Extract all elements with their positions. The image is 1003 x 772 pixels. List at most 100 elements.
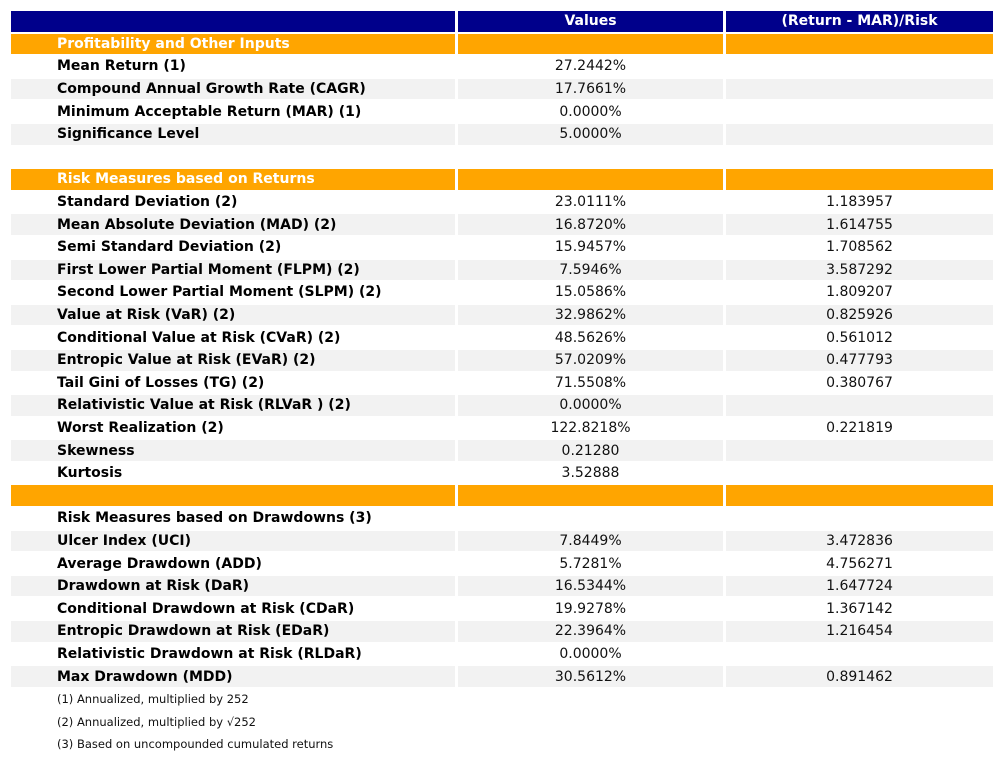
table-row: Relativistic Value at Risk (RLVaR ) (2) … bbox=[11, 395, 993, 418]
column-header-return-mar-risk: (Return - MAR)/Risk bbox=[726, 11, 993, 32]
table-row: Significance Level 5.0000% bbox=[11, 123, 993, 147]
section-values-cell bbox=[458, 33, 723, 55]
table-row: Standard Deviation (2) 23.0111% 1.183957 bbox=[11, 192, 993, 215]
row-value: 19.9278% bbox=[554, 600, 627, 617]
row-ratio: 1.647724 bbox=[726, 575, 993, 597]
row-ratio: 1.809207 bbox=[826, 284, 893, 301]
table-row: Kurtosis 3.52888 bbox=[11, 463, 993, 486]
row-ratio: 1.367142 bbox=[826, 600, 893, 617]
row-ratio: 0.561012 bbox=[826, 329, 893, 346]
section-title: Profitability and Other Inputs bbox=[11, 33, 455, 55]
row-ratio bbox=[726, 463, 993, 484]
row-label: Conditional Drawdown at Risk (CDaR) bbox=[57, 600, 355, 617]
table-row: Minimum Acceptable Return (MAR) (1) 0.00… bbox=[11, 101, 993, 124]
footnote-row: (3) Based on uncompounded cumulated retu… bbox=[11, 734, 993, 757]
row-label: Value at Risk (VaR) (2) bbox=[11, 304, 455, 326]
row-label: Mean Return (1) bbox=[57, 58, 186, 75]
table-row: Tail Gini of Losses (TG) (2) 71.5508% 0.… bbox=[11, 373, 993, 396]
table-row: Compound Annual Growth Rate (CAGR) 17.76… bbox=[11, 78, 993, 102]
row-value: 48.5626% bbox=[554, 329, 627, 346]
row-ratio: 1.614755 bbox=[726, 214, 993, 235]
table-row: Relativistic Drawdown at Risk (RLDaR) 0.… bbox=[11, 644, 993, 667]
row-label: Conditional Value at Risk (CVaR) (2) bbox=[57, 329, 341, 346]
table-row: Mean Absolute Deviation (MAD) (2) 16.872… bbox=[11, 214, 993, 237]
row-ratio bbox=[726, 56, 993, 77]
section-row-empty bbox=[11, 485, 993, 508]
row-value: 30.5612% bbox=[458, 666, 723, 687]
row-label: Kurtosis bbox=[57, 465, 123, 482]
table-row: Entropic Value at Risk (EVaR) (2) 57.020… bbox=[11, 349, 993, 373]
row-value: 7.5946% bbox=[458, 259, 723, 281]
row-value: 16.8720% bbox=[458, 214, 723, 235]
row-label: Entropic Value at Risk (EVaR) (2) bbox=[11, 349, 455, 371]
table-row: Drawdown at Risk (DaR) 16.5344% 1.647724 bbox=[11, 575, 993, 599]
row-label: Tail Gini of Losses (TG) (2) bbox=[57, 374, 265, 391]
row-label: Relativistic Drawdown at Risk (RLDaR) bbox=[57, 645, 362, 662]
section-values-cell bbox=[458, 485, 723, 507]
row-ratio: 0.825926 bbox=[726, 304, 993, 326]
row-ratio: 0.891462 bbox=[726, 666, 993, 687]
table-row: First Lower Partial Moment (FLPM) (2) 7.… bbox=[11, 259, 993, 283]
row-ratio bbox=[726, 644, 993, 665]
row-value: 0.0000% bbox=[458, 395, 723, 416]
row-label: Significance Level bbox=[11, 123, 455, 145]
row-value: 27.2442% bbox=[554, 58, 627, 75]
row-ratio: 1.216454 bbox=[726, 621, 993, 642]
row-label: Relativistic Value at Risk (RLVaR ) (2) bbox=[11, 395, 455, 416]
row-label: Ulcer Index (UCI) bbox=[11, 530, 455, 552]
row-ratio bbox=[726, 440, 993, 461]
row-ratio bbox=[726, 78, 993, 100]
section-ratio-cell bbox=[726, 33, 993, 55]
row-value: 15.0586% bbox=[554, 284, 627, 301]
section-title bbox=[11, 485, 455, 507]
table-header-row: Values (Return - MAR)/Risk bbox=[11, 11, 993, 34]
footnote-row: (1) Annualized, multiplied by 252 bbox=[11, 689, 993, 712]
row-ratio bbox=[726, 395, 993, 416]
row-value: 0.21280 bbox=[458, 440, 723, 461]
table-row: Max Drawdown (MDD) 30.5612% 0.891462 bbox=[11, 666, 993, 689]
row-value: 7.8449% bbox=[458, 530, 723, 552]
row-value: 0.0000% bbox=[559, 645, 622, 662]
table-row: Semi Standard Deviation (2) 15.9457% 1.7… bbox=[11, 237, 993, 260]
row-value: 22.3964% bbox=[458, 621, 723, 642]
row-value: 5.0000% bbox=[458, 123, 723, 145]
footnote-3: (3) Based on uncompounded cumulated retu… bbox=[57, 737, 334, 752]
row-value: 15.9457% bbox=[554, 239, 627, 256]
row-value: 23.0111% bbox=[554, 194, 627, 211]
row-label: First Lower Partial Moment (FLPM) (2) bbox=[11, 259, 455, 281]
subheader-title: Risk Measures based on Drawdowns (3) bbox=[57, 510, 372, 527]
section-row-returns: Risk Measures based on Returns bbox=[11, 169, 993, 192]
section-title: Risk Measures based on Returns bbox=[11, 169, 455, 190]
footnote-2: (2) Annualized, multiplied by √252 bbox=[57, 714, 256, 729]
row-label: Drawdown at Risk (DaR) bbox=[11, 575, 455, 597]
spacer-row bbox=[11, 147, 993, 170]
row-value: 32.9862% bbox=[458, 304, 723, 326]
row-ratio: 0.380767 bbox=[826, 374, 893, 391]
row-value: 122.8218% bbox=[550, 419, 631, 436]
section-ratio-cell bbox=[726, 169, 993, 190]
footnote-row: (2) Annualized, multiplied by √252 bbox=[11, 711, 993, 734]
row-label: Entropic Drawdown at Risk (EDaR) bbox=[11, 621, 455, 642]
header-empty-cell bbox=[11, 11, 455, 32]
row-label: Mean Absolute Deviation (MAD) (2) bbox=[11, 214, 455, 235]
table-row: Skewness 0.21280 bbox=[11, 440, 993, 463]
row-ratio bbox=[726, 123, 993, 145]
subheader-row-drawdowns: Risk Measures based on Drawdowns (3) bbox=[11, 508, 993, 531]
section-values-cell bbox=[458, 169, 723, 190]
section-row-profitability: Profitability and Other Inputs bbox=[11, 33, 993, 57]
table-row: Conditional Value at Risk (CVaR) (2) 48.… bbox=[11, 327, 993, 350]
table-row: Conditional Drawdown at Risk (CDaR) 19.9… bbox=[11, 598, 993, 621]
row-label: Compound Annual Growth Rate (CAGR) bbox=[11, 78, 455, 100]
row-value: 71.5508% bbox=[554, 374, 627, 391]
row-value: 5.7281% bbox=[559, 555, 622, 572]
row-label: Skewness bbox=[11, 440, 455, 461]
row-ratio: 3.472836 bbox=[726, 530, 993, 552]
risk-measures-table: Values (Return - MAR)/Risk Profitability… bbox=[11, 11, 993, 757]
row-value: 0.0000% bbox=[559, 103, 622, 120]
row-value: 17.7661% bbox=[458, 78, 723, 100]
row-value: 57.0209% bbox=[458, 349, 723, 371]
row-ratio: 1.708562 bbox=[826, 239, 893, 256]
row-label: Worst Realization (2) bbox=[57, 419, 224, 436]
row-ratio: 0.221819 bbox=[826, 419, 893, 436]
